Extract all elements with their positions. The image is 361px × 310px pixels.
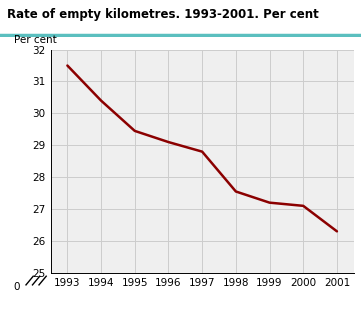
Text: Per cent: Per cent: [14, 35, 57, 45]
Text: Rate of empty kilometres. 1993-2001. Per cent: Rate of empty kilometres. 1993-2001. Per…: [7, 8, 319, 21]
Text: 0: 0: [13, 282, 20, 292]
